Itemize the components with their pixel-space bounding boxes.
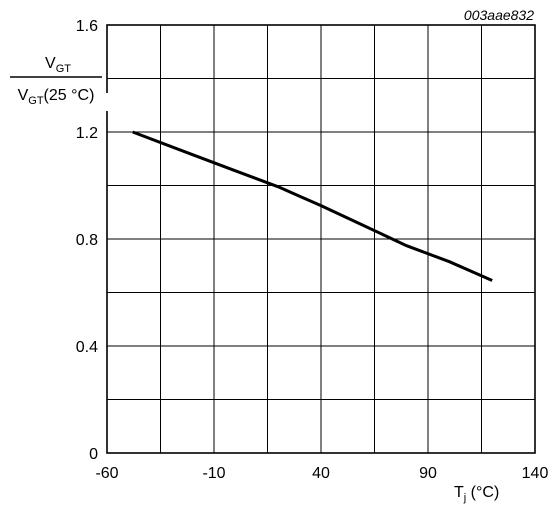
x-tick-label: -10 [202, 465, 225, 482]
y-tick-label: 0.4 [76, 339, 98, 356]
ylabel-num-sub: GT [56, 63, 72, 75]
xlabel-main: T [454, 484, 464, 501]
y-tick-label: 0 [89, 446, 98, 463]
plot-frame [106, 24, 536, 454]
ylabel-denominator: VGT(25 °C) [18, 87, 95, 107]
x-tick-label: 140 [522, 465, 549, 482]
ylabel-den-rest: (25 °C) [44, 87, 95, 104]
xlabel: Tj (°C) [454, 484, 499, 504]
xlabel-sub: j [463, 492, 466, 504]
grid-lines [107, 25, 535, 453]
xlabel-rest: (°C) [466, 484, 499, 501]
ylabel-backdrop [2, 56, 104, 88]
x-tick-label: -60 [95, 465, 118, 482]
ylabel-num-main: V [45, 55, 56, 72]
y-tick-label: 0.8 [76, 232, 98, 249]
ylabel-den-main: V [18, 87, 29, 104]
y-tick-label: 1.6 [76, 18, 98, 35]
x-tick-labels: -60 -10 40 90 140 [95, 465, 548, 482]
y-tick-labels: 0 0.4 0.8 1.2 1.6 [76, 18, 98, 463]
ylabel-numerator: VGT [45, 55, 71, 75]
ylabel-den-sub: GT [28, 95, 44, 107]
x-tick-label: 40 [312, 465, 330, 482]
series-line [132, 130, 493, 282]
x-tick-label: 90 [419, 465, 437, 482]
figure-id: 003aae832 [464, 7, 534, 23]
y-tick-label: 1.2 [76, 125, 98, 142]
ylabel-backdrop-2 [2, 93, 108, 111]
